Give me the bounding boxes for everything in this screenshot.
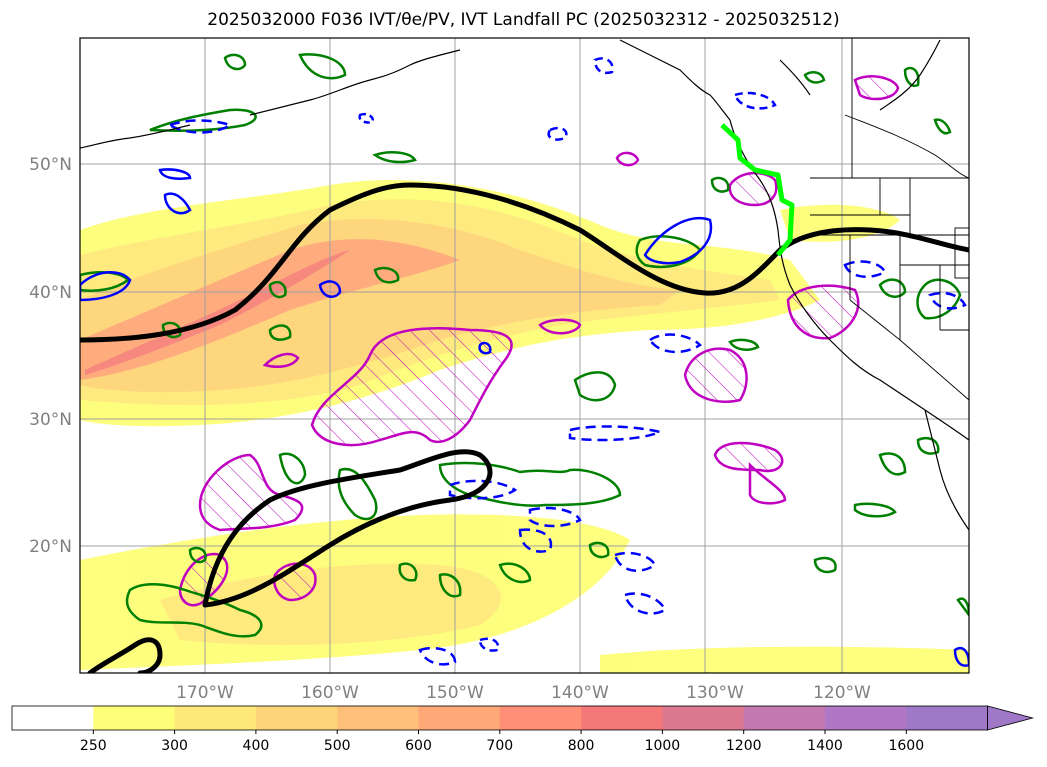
lat-label-30n: 30°N [29, 410, 72, 430]
colorbar-segment [581, 706, 663, 730]
colorbar-tick-label: 1600 [888, 738, 924, 754]
colorbar-segment [255, 706, 338, 730]
borders [810, 38, 969, 401]
lat-label-20n: 20°N [29, 537, 72, 557]
colorbar-segment [743, 706, 826, 730]
colorbar: 250 300 400 500 600 700 800 1000 1200 1400 1600 [11, 705, 1035, 754]
colorbar-segment [825, 706, 907, 730]
colorbar-tick-label: 1400 [807, 738, 843, 754]
landfall-line [720, 123, 795, 257]
lat-label-40n: 40°N [29, 283, 72, 303]
colorbar-tick-label: 1000 [645, 738, 681, 754]
map-area [80, 38, 969, 673]
colorbar-tick-label: 700 [486, 738, 513, 754]
lon-label-120w: 120°W [813, 683, 871, 703]
colorbar-extend-arrow [987, 705, 1035, 731]
lon-label-140w: 140°W [551, 683, 609, 703]
lon-label-170w: 170°W [176, 683, 234, 703]
map-title: 2025032000 F036 IVT/θe/PV, IVT Landfall … [207, 10, 840, 30]
lat-label-50n: 50°N [29, 155, 72, 175]
coastlines [80, 39, 969, 531]
blue-contours [80, 57, 969, 667]
colorbar-segment [906, 706, 989, 730]
lon-label-160w: 160°W [301, 683, 359, 703]
colorbar-segment [174, 706, 257, 730]
ivt-jet-contours [80, 182, 969, 673]
lon-label-130w: 130°W [686, 683, 744, 703]
colorbar-segment [499, 706, 582, 730]
colorbar-tick-label: 400 [243, 738, 270, 754]
colorbar-segment [662, 706, 745, 730]
colorbar-segment [93, 706, 176, 730]
colorbar-segment [337, 706, 419, 730]
lon-label-150w: 150°W [426, 683, 484, 703]
colorbar-segment [12, 706, 94, 730]
colorbar-tick-label: 1200 [726, 738, 762, 754]
colorbar-segment [418, 706, 501, 730]
colorbar-tick-label: 300 [161, 738, 188, 754]
colorbar-tick-label: 800 [568, 738, 595, 754]
colorbar-tick-label: 600 [405, 738, 432, 754]
map-frame [79, 37, 970, 674]
colorbar-tick-label: 250 [80, 738, 107, 754]
colorbar-tick-label: 500 [324, 738, 351, 754]
